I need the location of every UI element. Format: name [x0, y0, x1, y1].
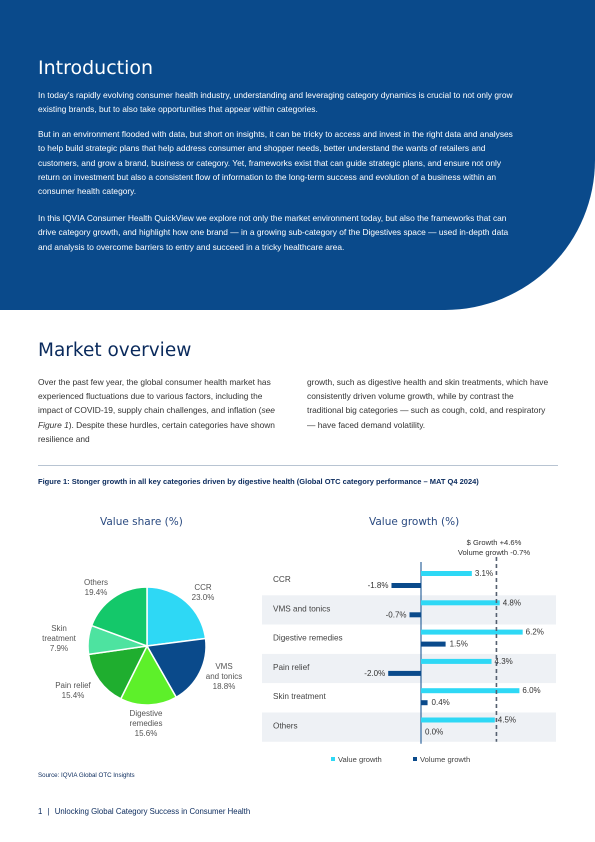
- volume-growth-bar: [391, 583, 421, 588]
- pie-label-name: Pain relief: [55, 681, 91, 690]
- bar-category-label: CCR: [273, 575, 291, 584]
- volume-growth-label: -1.8%: [368, 581, 389, 590]
- legend-volume-growth: Volume growth: [413, 755, 470, 764]
- page-number: 1: [38, 807, 43, 816]
- bar-category-label: Skin treatment: [273, 692, 327, 701]
- reference-label-value: $ Growth +4.6%: [467, 538, 522, 547]
- pie-label-value: 23.0%: [192, 593, 215, 602]
- pie-label-name: Skin: [51, 624, 67, 633]
- figure-source: Source: IQVIA Global OTC Insights: [38, 772, 135, 779]
- introduction-panel: Introduction In today’s rapidly evolving…: [0, 0, 595, 310]
- pie-chart-title: Value share (%): [100, 516, 183, 528]
- volume-growth-bar: [409, 612, 421, 618]
- pie-label-value: 18.8%: [213, 682, 236, 691]
- bar-row-background: [262, 712, 556, 742]
- bar-row-background: [262, 566, 556, 596]
- pie-label-value: 15.4%: [62, 691, 85, 700]
- legend-value-growth: Value growth: [331, 755, 382, 764]
- value-growth-label: 3.1%: [475, 569, 493, 578]
- bar-chart-title: Value growth (%): [369, 516, 460, 528]
- value-growth-label: 6.2%: [526, 628, 544, 637]
- page-footer: 1 | Unlocking Global Category Success in…: [38, 807, 250, 816]
- bar-category-label: Others: [273, 722, 298, 731]
- pie-slice-others: [90, 586, 148, 648]
- value-growth-bar: [421, 629, 523, 635]
- figure-caption: Figure 1: Stonger growth in all key cate…: [38, 477, 479, 486]
- value-growth-bar: [421, 688, 520, 694]
- volume-growth-label: 0.0%: [425, 728, 443, 737]
- market-column-2: growth, such as digestive health and ski…: [307, 377, 549, 430]
- pie-label-value: 15.6%: [135, 729, 158, 738]
- volume-growth-bar: [421, 700, 428, 706]
- pie-label-name: and tonics: [206, 672, 242, 681]
- legend-swatch-icon: [413, 757, 417, 761]
- volume-growth-label: 0.4%: [432, 698, 450, 707]
- volume-growth-label: -2.0%: [364, 669, 385, 678]
- value-growth-bar: [421, 658, 492, 664]
- market-overview-title: Market overview: [38, 340, 192, 361]
- bar-row-background: [262, 595, 556, 625]
- volume-growth-label: -0.7%: [386, 610, 407, 619]
- reference-label-volume: Volume growth -0.7%: [458, 548, 530, 557]
- divider: [38, 465, 558, 466]
- bar-category-label: Pain relief: [273, 663, 310, 672]
- intro-paragraph-2: But in an environment flooded with data,…: [38, 129, 513, 197]
- volume-growth-bar: [388, 670, 421, 676]
- pie-label-name: CCR: [194, 583, 212, 592]
- value-growth-label: 4.8%: [503, 598, 521, 607]
- pie-label-name: remedies: [130, 719, 163, 728]
- bar-row-background: [262, 653, 556, 684]
- legend-swatch-icon: [331, 757, 335, 761]
- bar-category-label: VMS and tonics: [273, 604, 330, 613]
- pie-label-name: Digestive: [130, 709, 163, 718]
- bar-row-background: [262, 683, 556, 713]
- pie-label-name: VMS: [215, 662, 232, 671]
- pie-slice-ccr: [146, 586, 207, 647]
- pie-label-name: Others: [84, 578, 108, 587]
- pie-slice-digestive-remedies: [119, 644, 178, 706]
- footer-text: Unlocking Global Category Success in Con…: [54, 807, 251, 816]
- pie-label-value: 19.4%: [85, 588, 108, 597]
- value-growth-label: 4.5%: [498, 716, 516, 725]
- intro-paragraph-1: In today’s rapidly evolving consumer hea…: [38, 90, 513, 115]
- value-growth-bar: [421, 600, 500, 606]
- pie-slice-pain-relief: [87, 645, 149, 700]
- introduction-title: Introduction: [38, 57, 154, 79]
- value-growth-label: 6.0%: [522, 686, 540, 695]
- value-growth-bar: [421, 571, 472, 576]
- pie-label-value: 7.9%: [50, 644, 68, 653]
- bar-row-background: [262, 624, 556, 654]
- volume-growth-bar: [421, 641, 446, 647]
- pie-slice-vms-and-tonics: [145, 637, 207, 699]
- value-growth-label: 4.3%: [495, 657, 513, 666]
- value-growth-bar: [421, 717, 495, 723]
- intro-paragraph-3: In this IQVIA Consumer Health QuickView …: [38, 213, 509, 252]
- footer-separator: |: [47, 807, 50, 816]
- volume-growth-label: 1.5%: [450, 640, 468, 649]
- bar-category-label: Digestive remedies: [273, 634, 343, 643]
- pie-label-name: treatment: [42, 634, 77, 643]
- market-column-1: Over the past few year, the global consu…: [38, 377, 275, 444]
